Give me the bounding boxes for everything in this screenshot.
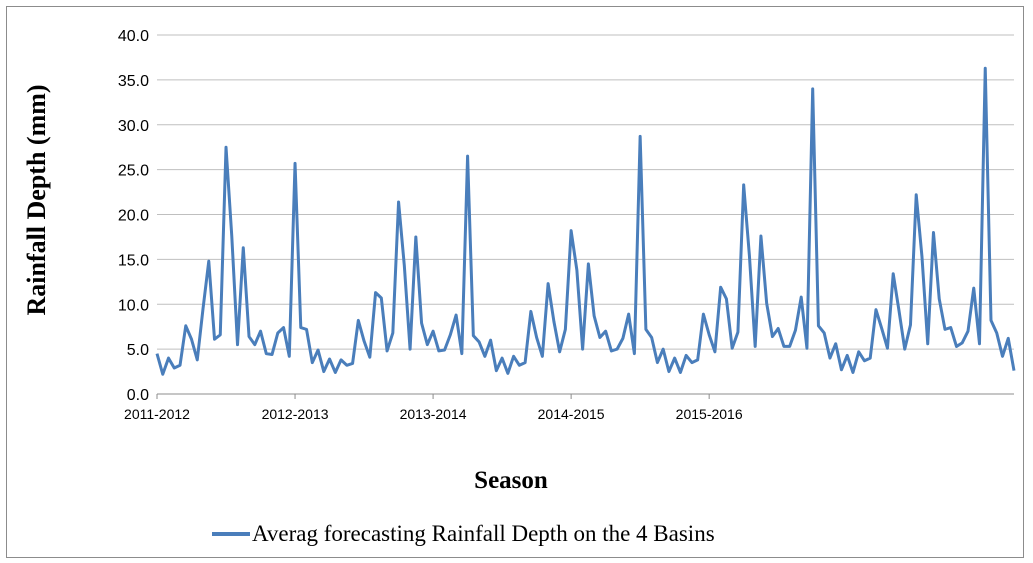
chart-frame xyxy=(6,6,1024,558)
y-tick-labels: 0.0 5.0 10.0 15.0 20.0 25.0 30.0 35.0 40.0 xyxy=(118,28,149,404)
x-tick-label: 2012-2013 xyxy=(262,406,329,422)
x-tick-label: 2013-2014 xyxy=(400,406,467,422)
y-tick-label: 5.0 xyxy=(127,342,149,359)
x-axis-title: Season xyxy=(474,467,548,494)
y-tick-label: 20.0 xyxy=(118,208,149,225)
y-tick-label: 25.0 xyxy=(118,163,149,180)
y-tick-label: 40.0 xyxy=(118,28,149,45)
series-line-rainfall xyxy=(155,66,1016,376)
x-tick-label: 2014-2015 xyxy=(538,406,605,422)
y-tick-label: 10.0 xyxy=(118,297,149,314)
y-tick-label: 30.0 xyxy=(118,118,149,135)
x-tick-label: 2011-2012 xyxy=(124,406,190,422)
y-tick-label: 35.0 xyxy=(118,73,149,90)
x-tick-label: 2015-2016 xyxy=(676,406,743,422)
legend-label: Averag forecasting Rainfall Depth on the… xyxy=(252,521,715,546)
y-tick-label: 0.0 xyxy=(127,387,149,404)
x-tick-labels: 2011-2012 2012-2013 2013-2014 2014-2015 2015… xyxy=(124,394,743,422)
y-tick-label: 15.0 xyxy=(118,252,149,269)
legend: Averag forecasting Rainfall Depth on the… xyxy=(212,521,715,546)
y-axis-title: Rainfall Depth (mm) xyxy=(22,84,51,315)
